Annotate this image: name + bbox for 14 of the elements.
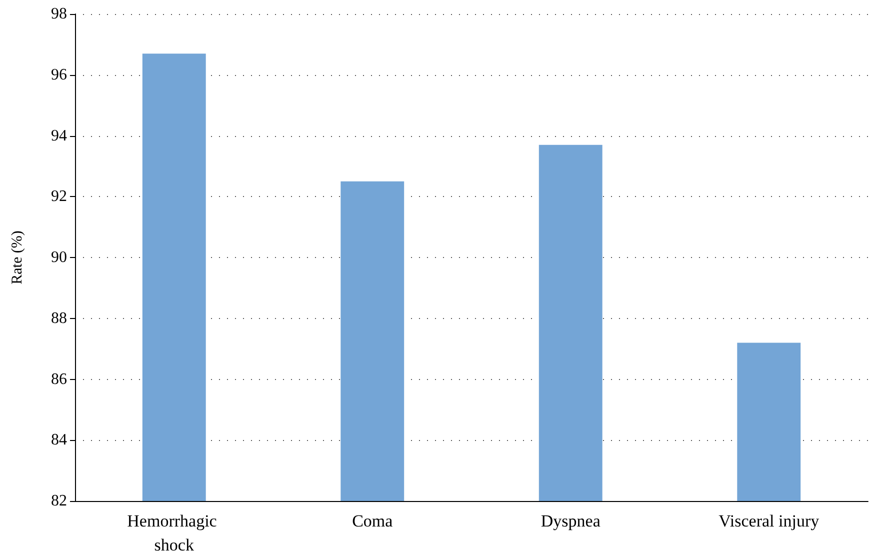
y-tick-label: 94 bbox=[51, 127, 67, 144]
x-tick-label: Visceral injury bbox=[718, 512, 820, 530]
y-tick-label: 96 bbox=[51, 66, 67, 84]
y-tick-label: 86 bbox=[51, 370, 67, 388]
y-tick-label: 84 bbox=[51, 432, 67, 449]
y-tick-label: 90 bbox=[51, 249, 67, 266]
x-tick-label: Hemorrhagic shock bbox=[127, 512, 222, 554]
y-tick-label: 82 bbox=[51, 492, 67, 510]
y-tick-label: 92 bbox=[51, 188, 67, 206]
y-axis-title: Rate (%) bbox=[10, 230, 26, 284]
y-tick-label: 98 bbox=[51, 6, 67, 22]
x-tick-label: Dyspnea bbox=[540, 512, 601, 530]
x-tick-label: Coma bbox=[352, 512, 394, 530]
y-tick-label: 88 bbox=[51, 310, 67, 327]
